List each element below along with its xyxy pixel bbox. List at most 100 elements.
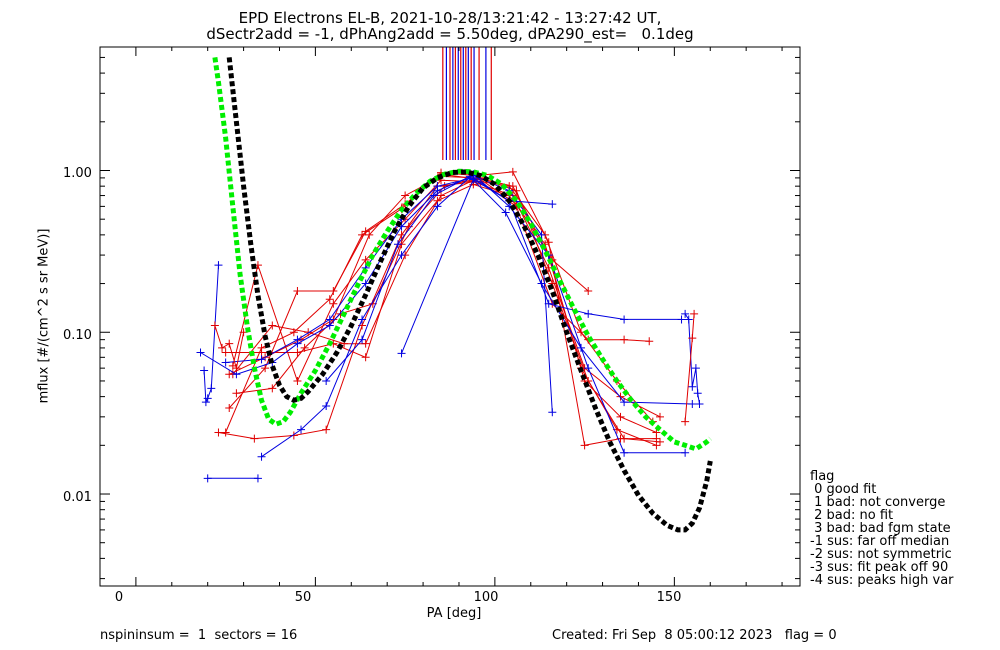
data-point bbox=[250, 434, 259, 443]
data-point bbox=[393, 240, 402, 249]
data-point bbox=[433, 202, 442, 211]
data-point bbox=[501, 208, 510, 217]
data-point bbox=[397, 349, 406, 358]
data-point bbox=[221, 358, 230, 367]
data-point bbox=[580, 441, 589, 450]
data-point bbox=[293, 348, 302, 357]
y-axis-label: mflux [#/(cm^2 s sr MeV)] bbox=[36, 228, 52, 404]
data-point bbox=[544, 299, 553, 308]
data-point bbox=[361, 227, 370, 236]
x-tick-label: 0 bbox=[114, 590, 124, 605]
data-point bbox=[203, 394, 212, 403]
x-tick-label: 100 bbox=[473, 590, 499, 605]
x-tick-label: 50 bbox=[294, 590, 312, 605]
data-point bbox=[620, 315, 629, 324]
data-point bbox=[214, 428, 223, 437]
y-tick-label: 0.10 bbox=[63, 328, 92, 343]
data-point bbox=[196, 348, 205, 357]
plot-frame bbox=[99, 46, 801, 587]
data-point bbox=[293, 376, 302, 385]
legend-item: 0 good fit bbox=[810, 482, 877, 497]
data-point bbox=[681, 309, 690, 318]
data-point bbox=[304, 328, 313, 337]
green-fit-curve bbox=[212, 57, 712, 452]
data-point bbox=[358, 315, 367, 324]
data-point bbox=[684, 315, 693, 324]
data-point bbox=[329, 299, 338, 308]
data-point bbox=[548, 408, 557, 417]
legend-item: -3 sus: fit peak off 90 bbox=[810, 560, 949, 575]
legend-title: flag bbox=[810, 469, 835, 484]
y-tick-label: 0.01 bbox=[63, 490, 92, 505]
data-point bbox=[361, 255, 370, 264]
data-point bbox=[218, 343, 227, 352]
data-point bbox=[257, 452, 266, 461]
data-point bbox=[214, 261, 223, 270]
data-point bbox=[620, 398, 629, 407]
y-tick-label: 1.00 bbox=[63, 166, 92, 181]
data-point bbox=[688, 400, 697, 409]
data-point bbox=[322, 376, 331, 385]
data-point bbox=[548, 200, 557, 209]
series-line bbox=[228, 175, 657, 433]
data-point bbox=[293, 335, 302, 344]
x-axis-label: PA [deg] bbox=[426, 606, 482, 621]
data-point bbox=[322, 425, 331, 434]
data-point bbox=[358, 335, 367, 344]
data-point bbox=[620, 448, 629, 457]
data-point bbox=[221, 348, 230, 357]
data-point bbox=[293, 286, 302, 295]
data-point bbox=[261, 364, 270, 373]
data-point bbox=[210, 321, 219, 330]
fit-curve-layer bbox=[212, 57, 713, 533]
data-point bbox=[207, 384, 216, 393]
data-point bbox=[232, 389, 241, 398]
data-point bbox=[512, 186, 521, 195]
data-point bbox=[616, 392, 625, 401]
data-point bbox=[695, 400, 704, 409]
data-point bbox=[693, 389, 702, 398]
data-point bbox=[691, 364, 700, 373]
data-point bbox=[616, 412, 625, 421]
data-point bbox=[584, 364, 593, 373]
legend-item: -1 sus: far off median bbox=[810, 534, 950, 549]
data-point bbox=[656, 412, 664, 421]
axis-ticks bbox=[99, 47, 800, 586]
series-line bbox=[401, 178, 553, 354]
data-point bbox=[358, 230, 367, 239]
data-point bbox=[437, 191, 446, 200]
data-point bbox=[289, 431, 298, 440]
legend-item: 3 bad: bad fgm state bbox=[810, 521, 951, 536]
chart-title-line1: EPD Electrons EL-B, 2021-10-28/13:21:42 … bbox=[238, 9, 662, 27]
series-line bbox=[236, 177, 661, 443]
legend-item: -2 sus: not symmetric bbox=[810, 547, 952, 562]
data-point bbox=[537, 230, 546, 239]
data-point bbox=[268, 384, 277, 393]
data-point bbox=[401, 191, 410, 200]
black-fit-curve bbox=[226, 57, 713, 533]
data-point bbox=[203, 474, 212, 483]
data-point bbox=[577, 343, 586, 352]
data-point bbox=[584, 286, 593, 295]
data-point bbox=[620, 335, 629, 344]
data-point bbox=[681, 448, 690, 457]
data-point bbox=[221, 428, 230, 437]
data-point bbox=[361, 339, 370, 348]
data-point bbox=[361, 279, 370, 288]
data-point bbox=[232, 364, 241, 373]
footer-spin-info: nspininsum = 1 sectors = 16 bbox=[100, 628, 298, 643]
data-point bbox=[257, 348, 266, 357]
legend-item: 2 bad: no fit bbox=[810, 508, 894, 523]
data-point bbox=[690, 309, 699, 318]
data-point bbox=[537, 279, 546, 288]
data-point bbox=[225, 339, 234, 348]
legend-item: 1 bad: not converge bbox=[810, 495, 946, 510]
flag-legend: flag 0 good fit 1 bad: not converge 2 ba… bbox=[810, 470, 954, 587]
series-line bbox=[203, 265, 219, 405]
data-point bbox=[361, 353, 370, 362]
data-point bbox=[681, 417, 690, 426]
series-line bbox=[261, 173, 686, 458]
data-point bbox=[688, 382, 697, 391]
data-point bbox=[433, 182, 442, 191]
